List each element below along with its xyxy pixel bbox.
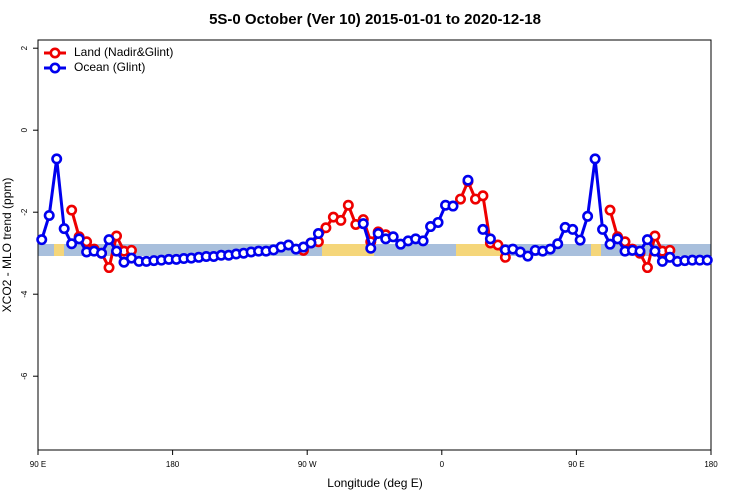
land-band — [591, 244, 601, 256]
data-point — [477, 223, 489, 235]
data-point — [462, 174, 474, 186]
data-point — [342, 199, 354, 211]
data-point — [641, 234, 653, 246]
x-tick-label: 180 — [704, 460, 718, 469]
data-point — [484, 233, 496, 245]
data-point — [96, 247, 108, 259]
data-point — [51, 153, 63, 165]
data-point — [544, 243, 556, 255]
data-point — [432, 216, 444, 228]
data-point — [36, 234, 48, 246]
data-point — [43, 209, 55, 221]
legend-marker — [49, 62, 61, 74]
data-point — [567, 223, 579, 235]
x-axis-label: Longitude (deg E) — [327, 476, 422, 490]
x-tick-label: 90 E — [30, 460, 46, 469]
y-tick-label: 0 — [20, 127, 29, 132]
y-tick-label: 2 — [20, 45, 29, 50]
data-point — [305, 237, 317, 249]
data-point — [312, 228, 324, 240]
data-point — [612, 233, 624, 245]
data-point — [522, 250, 534, 262]
y-tick-label: -4 — [20, 290, 29, 298]
data-point — [492, 239, 504, 251]
data-point — [387, 231, 399, 243]
y-axis-label: XCO2 - MLO trend (ppm) — [0, 178, 14, 313]
data-point — [574, 234, 586, 246]
data-point — [73, 233, 85, 245]
data-point — [604, 238, 616, 250]
data-point — [320, 222, 332, 234]
x-tick-label: 180 — [166, 460, 180, 469]
data-point — [103, 262, 115, 274]
data-point — [552, 238, 564, 250]
x-tick-label: 90 W — [298, 460, 317, 469]
land-band — [54, 244, 64, 256]
data-point — [597, 223, 609, 235]
data-point — [111, 245, 123, 257]
data-point — [365, 242, 377, 254]
land-band — [322, 244, 374, 256]
data-point — [649, 245, 661, 257]
chart-title: 5S-0 October (Ver 10) 2015-01-01 to 2020… — [209, 11, 541, 28]
legend-marker — [49, 47, 61, 59]
data-point — [454, 193, 466, 205]
data-point — [66, 204, 78, 216]
x-tick-label: 90 E — [568, 460, 584, 469]
data-point — [604, 204, 616, 216]
data-point — [447, 200, 459, 212]
data-point — [58, 223, 70, 235]
data-point — [634, 245, 646, 257]
data-point — [641, 262, 653, 274]
data-point — [66, 238, 78, 250]
data-point — [589, 153, 601, 165]
legend-label: Land (Nadir&Glint) — [74, 45, 173, 59]
data-point — [357, 218, 369, 230]
data-point — [335, 214, 347, 226]
data-point — [103, 234, 115, 246]
y-tick-label: -6 — [20, 372, 29, 380]
data-point — [417, 235, 429, 247]
data-point — [477, 190, 489, 202]
y-tick-label: -2 — [20, 208, 29, 216]
data-point — [582, 210, 594, 222]
x-tick-label: 0 — [440, 460, 445, 469]
data-point — [701, 254, 713, 266]
legend-label: Ocean (Glint) — [74, 60, 145, 74]
plot-frame — [37, 39, 712, 451]
data-point — [372, 228, 384, 240]
